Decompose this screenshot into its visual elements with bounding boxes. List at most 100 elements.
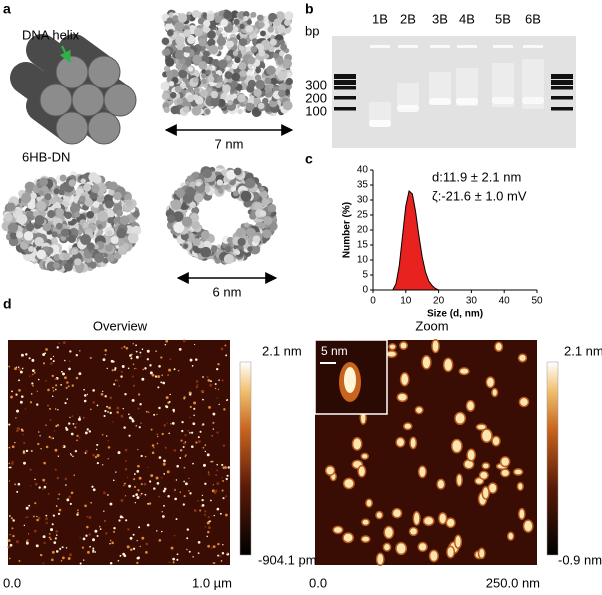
afm-spot	[23, 524, 26, 527]
afm-spot	[149, 364, 152, 367]
afm-spot	[103, 510, 105, 512]
afm-spot	[204, 525, 207, 528]
atom	[117, 245, 128, 255]
afm-spot	[55, 530, 59, 533]
afm-spot	[184, 455, 187, 457]
afm-spot	[193, 509, 197, 513]
afm-spot	[54, 537, 57, 540]
afm-spot	[145, 410, 148, 413]
afm-spot	[58, 508, 62, 512]
afm-spot	[45, 424, 47, 426]
afm-spot	[121, 516, 124, 519]
afm-spot	[107, 458, 109, 460]
afm-spot	[126, 476, 129, 479]
y-tick-label: 5	[362, 270, 368, 281]
afm-spot	[183, 495, 186, 498]
atom	[55, 222, 63, 230]
afm-spot	[168, 368, 172, 372]
afm-spot	[175, 479, 178, 481]
afm-spot	[215, 473, 218, 477]
atom	[188, 66, 194, 72]
afm-spot	[125, 519, 128, 522]
afm-spot	[207, 471, 210, 473]
atom	[211, 58, 219, 67]
atom	[247, 56, 256, 65]
afm-spot	[28, 357, 31, 360]
afm-spot	[9, 515, 11, 517]
colorbar-max: 2.1 nm	[262, 343, 302, 358]
afm-particle	[495, 342, 502, 351]
x-axis-title: Size (d, nm)	[427, 309, 483, 320]
atom	[231, 93, 238, 99]
afm-spot	[206, 453, 210, 457]
gel-smear	[522, 59, 544, 109]
afm-spot	[227, 466, 230, 469]
afm-spot	[135, 355, 139, 359]
afm-spot	[162, 381, 166, 385]
afm-spot	[45, 482, 48, 485]
afm-particle	[489, 483, 497, 493]
atom	[231, 63, 238, 70]
atom	[175, 35, 185, 46]
atom	[258, 21, 265, 28]
afm-spot	[140, 454, 143, 458]
atom	[239, 38, 248, 47]
afm-particle	[362, 536, 370, 542]
cylinder-end	[87, 111, 121, 145]
afm-spot	[106, 367, 108, 370]
atom	[284, 11, 294, 21]
afm-spot	[189, 393, 192, 396]
afm-spot	[221, 379, 224, 382]
panel-label: a	[3, 1, 11, 17]
afm-spot	[112, 479, 115, 482]
afm-spot	[57, 512, 61, 515]
afm-spot	[51, 550, 55, 554]
atom	[249, 95, 255, 101]
gel-well	[493, 45, 513, 48]
atom	[44, 193, 52, 201]
afm-spot	[15, 417, 17, 419]
afm-spot	[224, 344, 227, 347]
atom	[7, 222, 19, 233]
afm-spot	[155, 350, 157, 352]
atom	[214, 257, 221, 264]
atom	[237, 94, 246, 103]
afm-spot	[204, 482, 207, 485]
afm-spot	[112, 421, 114, 423]
afm-spot	[216, 463, 219, 466]
afm-spot	[18, 379, 21, 382]
afm-spot	[144, 493, 147, 496]
afm-spot	[108, 406, 111, 410]
afm-spot	[34, 482, 38, 486]
ladder-label: 100	[305, 103, 327, 118]
afm-spot	[82, 537, 86, 541]
afm-spot	[204, 510, 207, 513]
afm-spot	[151, 444, 155, 447]
atom	[200, 230, 210, 240]
atom	[9, 231, 19, 240]
afm-spot	[92, 389, 95, 392]
afm-spot	[16, 427, 20, 431]
afm-spot	[132, 363, 135, 366]
afm-spot	[40, 448, 42, 450]
afm-spot	[193, 407, 196, 410]
afm-spot	[206, 376, 209, 378]
atom	[253, 88, 262, 97]
atom	[106, 253, 116, 262]
afm-spot	[65, 426, 68, 429]
y-tick-label: 0	[362, 285, 368, 296]
afm-spot	[25, 353, 28, 356]
afm-spot	[197, 552, 200, 554]
afm-spot	[43, 485, 47, 489]
afm-spot	[128, 434, 131, 437]
atom	[261, 198, 271, 207]
afm-particle	[501, 457, 509, 466]
afm-spot	[21, 429, 24, 432]
atom	[203, 19, 211, 28]
atom	[113, 191, 122, 201]
atom	[200, 246, 212, 258]
afm-spot	[212, 412, 216, 416]
afm-spot	[33, 371, 36, 374]
afm-spot	[22, 433, 24, 436]
afm-spot	[102, 358, 106, 362]
